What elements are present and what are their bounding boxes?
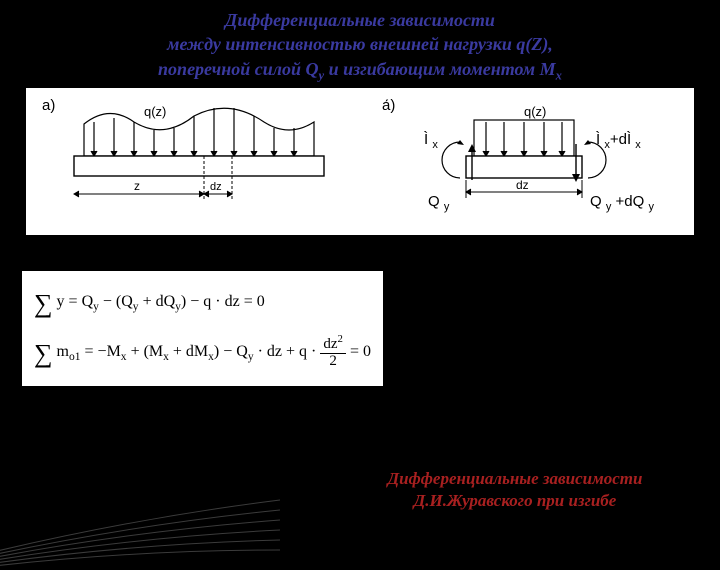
Mx-right-label: Ì x+dÌ x [596,131,641,151]
footer-line2: Д.И.Журавского при изгибе [414,491,617,510]
qz-label-a: q(z) [144,104,166,119]
panel-a-label: а) [42,97,55,114]
footer-caption: Дифференциальные зависимости Д.И.Журавск… [350,468,680,512]
title-line2a: между интенсивностью внешней нагрузки [167,34,516,54]
equation-2: ∑ mo1 = −Mx + (Mx + dMx) − Qy · dz + q ·… [34,329,371,378]
dz-label-b: dz [516,178,529,192]
beam-a [74,156,324,176]
Mx-left-label: Ì x [424,131,438,151]
equations-block: ∑ y = Qy − (Qy + dQy) − q · dz = 0 ∑ mo1… [22,271,383,386]
title-Mx-sub: x [556,68,562,82]
qz-label-b: q(z) [524,104,546,119]
title-Qy: Q [306,59,319,79]
diagram-container: а) q(z) z [26,88,694,235]
title-qarg: (Z), [525,34,552,54]
beam-diagram: а) q(z) z [34,94,686,224]
sigma-icon: ∑ [34,279,53,328]
fraction: dz22 [320,334,346,370]
sigma-icon: ∑ [34,329,53,378]
Qy-left-label: Q y [428,193,450,213]
decorative-swoosh [0,450,280,570]
panel-b-label: а́) [382,97,395,114]
title-mid: и изгибающим моментом [324,59,540,79]
equation-1: ∑ y = Qy − (Qy + dQy) − q · dz = 0 [34,279,371,328]
moment-arc-left [442,142,460,178]
title-q: q [516,34,525,54]
z-label: z [134,179,140,193]
title-line1: Дифференциальные зависимости [225,10,495,30]
footer-line1: Дифференциальные зависимости [388,469,643,488]
page-title: Дифференциальные зависимости между интен… [0,0,720,84]
title-line3a: поперечной силой [158,59,305,79]
dz-label-a: dz [210,181,222,193]
title-Mx: M [540,59,556,79]
Qy-right-label: Q y +dQ y [590,193,654,213]
beam-b [466,156,582,178]
load-shape-a [84,108,314,156]
